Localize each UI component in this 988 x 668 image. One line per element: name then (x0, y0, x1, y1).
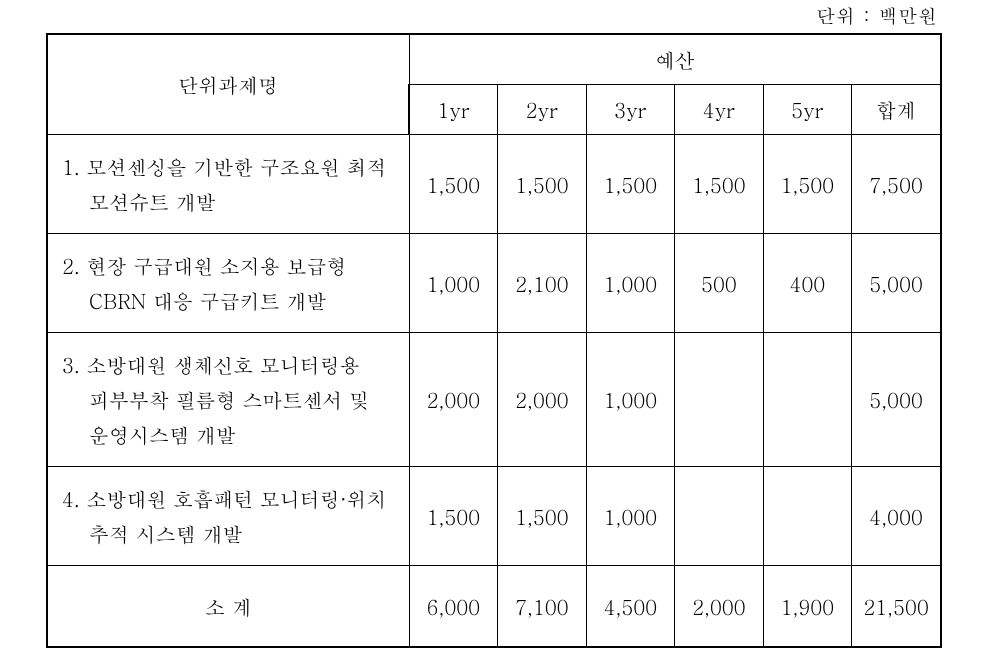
sub-y5: 1,900 (763, 566, 852, 648)
row4-y1: 1,500 (409, 467, 498, 566)
row1-y3: 1,500 (586, 135, 675, 234)
row1-y5: 1,500 (763, 135, 852, 234)
row4-total: 4,000 (852, 467, 941, 566)
row2-y5: 400 (763, 234, 852, 333)
col-name: 단위과제명 (47, 34, 409, 135)
col-4yr: 4yr (675, 85, 764, 135)
col-2yr: 2yr (498, 85, 587, 135)
row2-y4: 500 (675, 234, 764, 333)
row4-y3: 1,000 (586, 467, 675, 566)
row1-line2: 모션슈트 개발 (62, 184, 399, 219)
row1-total: 7,500 (852, 135, 941, 234)
row4-y4 (675, 467, 764, 566)
row2-name: 2. 현장 구급대원 소지용 보급형 CBRN 대응 구급키트 개발 (47, 234, 409, 333)
col-budget: 예산 (409, 34, 941, 85)
col-3yr: 3yr (586, 85, 675, 135)
row2-line2: CBRN 대응 구급키트 개발 (62, 283, 399, 318)
col-1yr: 1yr (409, 85, 498, 135)
row3-line3: 운영시스템 개발 (62, 417, 399, 452)
row3-y4 (675, 333, 764, 467)
row4-y5 (763, 467, 852, 566)
row2-total: 5,000 (852, 234, 941, 333)
row4-line2: 추적 시스템 개발 (62, 516, 399, 551)
col-total: 합계 (852, 85, 941, 135)
table-row: 4. 소방대원 호흡패턴 모니터링·위치 추적 시스템 개발 1,500 1,5… (47, 467, 941, 566)
sub-y4: 2,000 (675, 566, 764, 648)
row1-y2: 1,500 (498, 135, 587, 234)
row2-line1: 2. 현장 구급대원 소지용 보급형 (62, 251, 346, 280)
row3-name: 3. 소방대원 생체신호 모니터링용 피부부착 필름형 스마트센서 및 운영시스… (47, 333, 409, 467)
sub-total: 21,500 (852, 566, 941, 648)
row2-y1: 1,000 (409, 234, 498, 333)
row4-line1: 4. 소방대원 호흡패턴 모니터링·위치 (62, 484, 386, 513)
row3-total: 5,000 (852, 333, 941, 467)
row2-y2: 2,100 (498, 234, 587, 333)
table-row: 2. 현장 구급대원 소지용 보급형 CBRN 대응 구급키트 개발 1,000… (47, 234, 941, 333)
row3-y3: 1,000 (586, 333, 675, 467)
subtotal-label: 소 계 (47, 566, 409, 648)
row1-y1: 1,500 (409, 135, 498, 234)
table-row: 3. 소방대원 생체신호 모니터링용 피부부착 필름형 스마트센서 및 운영시스… (47, 333, 941, 467)
sub-y1: 6,000 (409, 566, 498, 648)
row2-y3: 1,000 (586, 234, 675, 333)
row4-name: 4. 소방대원 호흡패턴 모니터링·위치 추적 시스템 개발 (47, 467, 409, 566)
col-5yr: 5yr (763, 85, 852, 135)
subtotal-row: 소 계 6,000 7,100 4,500 2,000 1,900 21,500 (47, 566, 941, 648)
budget-table: 단위과제명 예산 1yr 2yr 3yr 4yr 5yr 합계 1. 모션센싱을… (46, 33, 942, 648)
row3-line2: 피부부착 필름형 스마트센서 및 (62, 382, 399, 417)
row3-line1: 3. 소방대원 생체신호 모니터링용 (62, 350, 360, 379)
row1-line1: 1. 모션센싱을 기반한 구조요원 최적 (62, 152, 386, 181)
row3-y1: 2,000 (409, 333, 498, 467)
row4-y2: 1,500 (498, 467, 587, 566)
row1-name: 1. 모션센싱을 기반한 구조요원 최적 모션슈트 개발 (47, 135, 409, 234)
row3-y5 (763, 333, 852, 467)
row1-y4: 1,500 (675, 135, 764, 234)
sub-y2: 7,100 (498, 566, 587, 648)
unit-label: 단위 : 백만원 (46, 2, 942, 33)
row3-y2: 2,000 (498, 333, 587, 467)
sub-y3: 4,500 (586, 566, 675, 648)
table-row: 1. 모션센싱을 기반한 구조요원 최적 모션슈트 개발 1,500 1,500… (47, 135, 941, 234)
